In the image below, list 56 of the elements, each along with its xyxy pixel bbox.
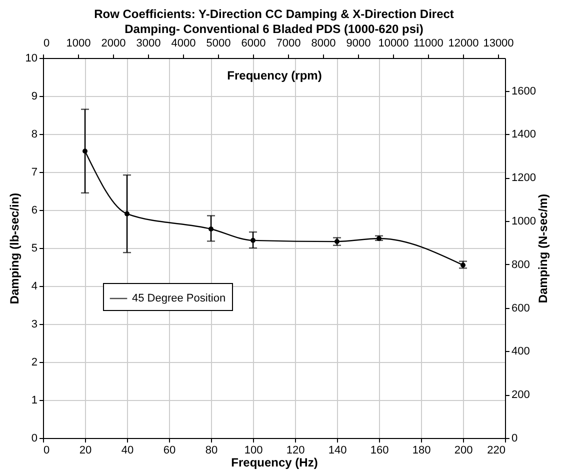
x-tick-label: 40 bbox=[121, 444, 134, 456]
x2-tick-label: 1000 bbox=[66, 38, 91, 50]
y-tick-label: 6 bbox=[31, 204, 38, 216]
y2-tick-label: 800 bbox=[512, 258, 530, 271]
y-tick-label: 10 bbox=[25, 52, 38, 64]
y-axis-title: Damping (lb-sec/in) bbox=[7, 192, 22, 304]
point bbox=[124, 211, 130, 216]
y2-tick-label: 600 bbox=[512, 302, 530, 314]
x2-tick-label: 6000 bbox=[241, 38, 266, 50]
x2-tick-label: 5000 bbox=[206, 38, 231, 50]
y-tick-label: 0 bbox=[31, 432, 38, 444]
chart-title: Row Coefficients: Y-Direction CC Damping & X-Direction Direct Damping- Conventional 6 Bladed PDS (1000-620 psi) bbox=[94, 7, 454, 36]
y-tick-label: 3 bbox=[31, 318, 38, 330]
x-tick-label: 180 bbox=[412, 444, 431, 456]
y2-tick-label: 1600 bbox=[512, 85, 536, 98]
x-tick-label: 160 bbox=[370, 444, 389, 456]
y-tick-label: 2 bbox=[31, 356, 38, 368]
x-tick-label: 0 bbox=[44, 444, 50, 456]
x2-axis-title: Frequency (rpm) bbox=[227, 68, 322, 82]
x2-tick-label: 3000 bbox=[136, 38, 161, 50]
y-tick-label: 9 bbox=[31, 90, 38, 102]
y2-tick-label: 200 bbox=[512, 389, 530, 402]
x2-tick-label: 4000 bbox=[171, 38, 196, 50]
x-tick-label: 120 bbox=[286, 444, 305, 456]
x2-tick-label: 0 bbox=[44, 38, 50, 50]
x2-tick-label: 2000 bbox=[101, 38, 126, 50]
y-tick-label: 7 bbox=[31, 166, 38, 178]
x-tick-label: 80 bbox=[205, 444, 218, 456]
x-tick-label: 140 bbox=[328, 444, 347, 456]
y2-tick-label: 1400 bbox=[512, 128, 536, 141]
point bbox=[250, 238, 256, 243]
x-axis-title: Frequency (Hz) bbox=[231, 456, 318, 470]
y-tick-label: 1 bbox=[31, 394, 38, 406]
y2-tick-label: 1000 bbox=[512, 215, 536, 228]
point bbox=[82, 148, 88, 154]
y2-axis-title: Damping (N-sec/m) bbox=[536, 194, 550, 304]
y-tick-label: 4 bbox=[31, 280, 38, 292]
x-tick-label: 100 bbox=[244, 444, 263, 456]
x2-tick-label: 13000 bbox=[483, 38, 514, 50]
y-tick-label: 5 bbox=[31, 242, 38, 254]
x2-tick-label: 12000 bbox=[448, 38, 479, 50]
y-tick-label: 8 bbox=[31, 128, 38, 140]
x2-tick-label: 10000 bbox=[378, 38, 409, 50]
x-tick-label: 60 bbox=[163, 444, 176, 456]
x2-tick-label: 8000 bbox=[311, 38, 336, 50]
x-tick-label: 220 bbox=[487, 444, 506, 456]
x-tick-label: 200 bbox=[454, 444, 473, 456]
point bbox=[208, 226, 214, 232]
y2-tick-label: 400 bbox=[512, 346, 530, 358]
y2-tick-label: 1200 bbox=[512, 172, 536, 184]
x-tick-label: 20 bbox=[79, 444, 92, 456]
x2-tick-label: 9000 bbox=[346, 38, 371, 50]
y2-tick-label: 0 bbox=[512, 432, 518, 444]
legend-label: 45 Degree Position bbox=[132, 292, 226, 304]
x2-tick-label: 7000 bbox=[276, 38, 301, 50]
x2-tick-label: 11000 bbox=[414, 38, 444, 50]
